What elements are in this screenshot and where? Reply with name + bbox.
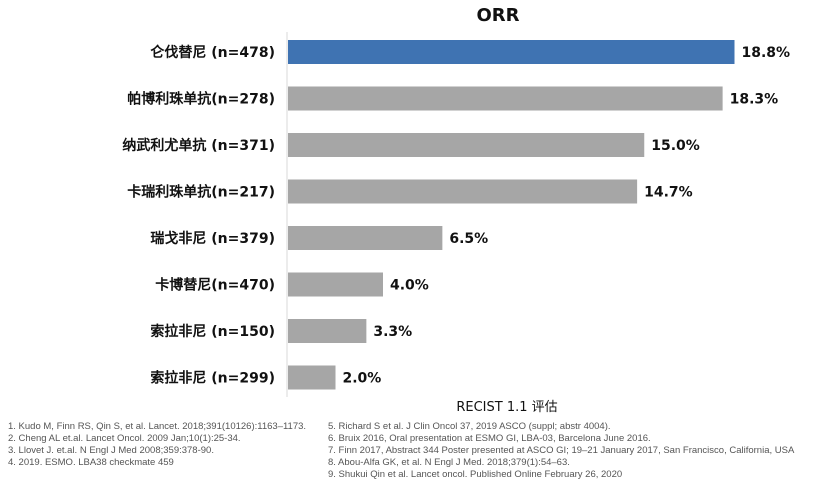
bar (288, 226, 443, 250)
value-label: 18.3% (730, 92, 779, 108)
reference-8: 8. Abou-Alfa GK, et al. N Engl J Med. 20… (328, 457, 570, 468)
category-label: 帕博利珠单抗(n=278) (127, 91, 275, 108)
bar (288, 86, 723, 111)
bar (288, 179, 638, 204)
value-label: 4.0% (390, 278, 429, 294)
chart-title: ORR (476, 5, 519, 26)
category-label: 瑞戈非尼 (n=379) (150, 230, 275, 247)
category-label: 卡瑞利珠单抗(n=217) (127, 184, 275, 201)
value-label: 2.0% (343, 371, 382, 387)
reference-4: 4. 2019. ESMO. LBA38 checkmate 459 (8, 457, 174, 468)
bar (288, 133, 645, 157)
reference-7: 7. Finn 2017, Abstract 344 Poster presen… (328, 445, 795, 456)
category-label: 索拉非尼 (n=299) (150, 370, 275, 387)
bar (288, 319, 367, 343)
value-label: 3.3% (373, 324, 412, 340)
reference-9: 9. Shukui Qin et al. Lancet oncol. Publi… (328, 469, 623, 480)
category-label: 索拉非尼 (n=150) (150, 323, 275, 340)
bar (288, 40, 735, 64)
references-left: 1. Kudo M, Finn RS, Qin S, et al. Lancet… (8, 421, 328, 469)
value-label: 18.8% (742, 45, 791, 61)
category-label: 卡博替尼(n=470) (155, 277, 275, 294)
orr-bar-chart: ORR 仑伐替尼 (n=478) 18.8% 帕博利珠单抗(n=278) 18.3% 纳… (122, 5, 790, 415)
reference-1: 1. Kudo M, Finn RS, Qin S, et al. Lancet… (8, 421, 307, 432)
x-axis-label: RECIST 1.1 评估 (456, 400, 557, 415)
value-label: 15.0% (651, 138, 700, 154)
reference-3: 3. Llovet J. et.al. N Engl J Med 2008;35… (8, 445, 214, 456)
bars-group: 仑伐替尼 (n=478) 18.8% 帕博利珠单抗(n=278) 18.3% 纳武利尤单… (122, 40, 790, 390)
bar (288, 365, 336, 390)
value-label: 14.7% (644, 185, 693, 201)
reference-5: 5. Richard S et al. J Clin Oncol 37, 201… (328, 421, 611, 432)
value-label: 6.5% (449, 231, 488, 247)
reference-2: 2. Cheng AL et.al. Lancet Oncol. 2009 Ja… (8, 433, 241, 444)
references-right: 5. Richard S et al. J Clin Oncol 37, 201… (328, 421, 812, 481)
bar (288, 272, 383, 297)
category-label: 纳武利尤单抗 (n=371) (122, 137, 275, 154)
category-label: 仑伐替尼 (n=478) (150, 44, 275, 61)
reference-6: 6. Bruix 2016, Oral presentation at ESMO… (328, 433, 651, 444)
